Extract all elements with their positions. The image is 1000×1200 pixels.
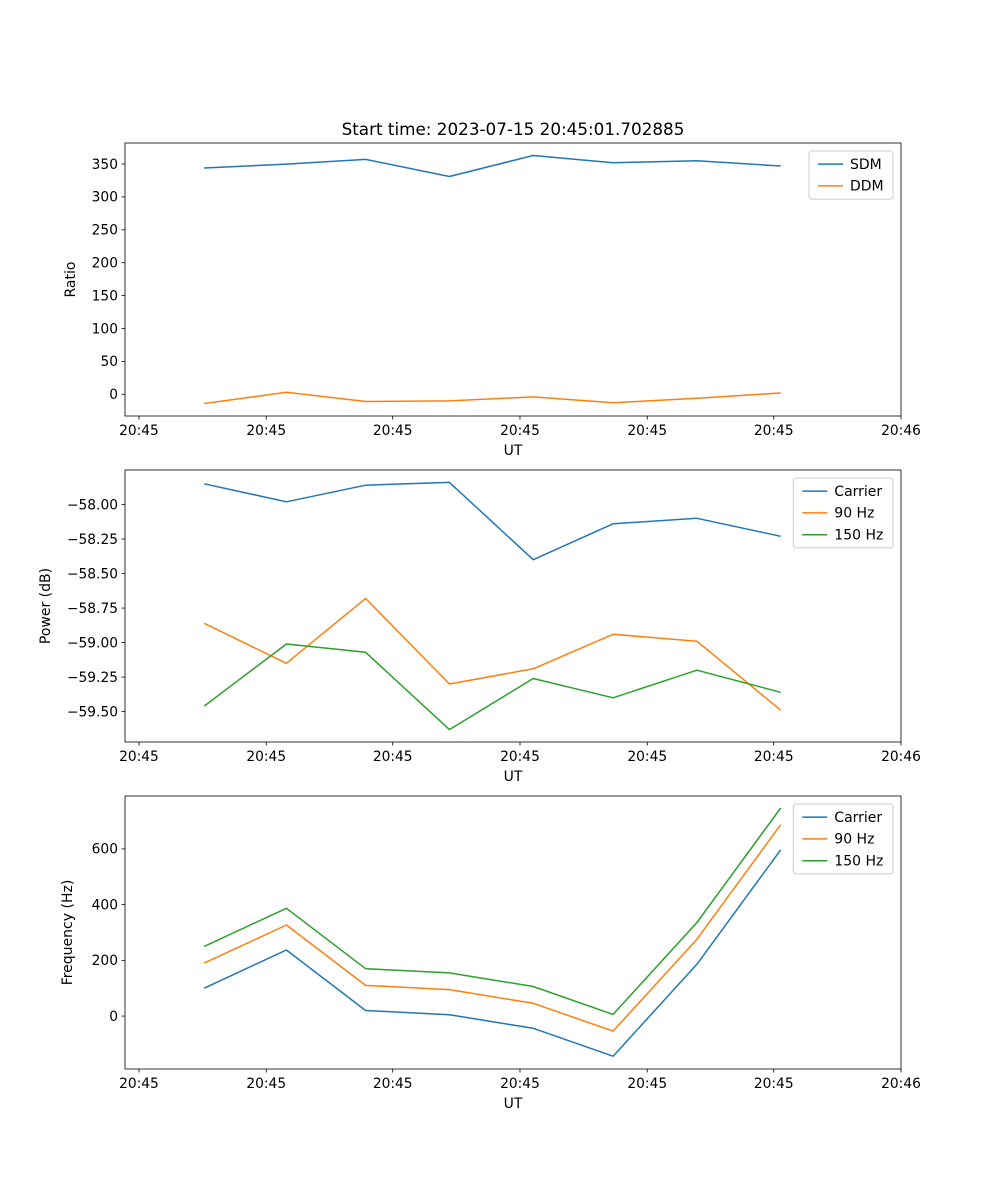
x-tick-label: 20:45 bbox=[627, 423, 667, 439]
legend-frame bbox=[792, 803, 894, 875]
x-axis-label: UT bbox=[504, 769, 523, 785]
x-tick-label: 20:45 bbox=[373, 423, 413, 439]
x-tick-label: 20:45 bbox=[373, 1076, 413, 1092]
x-tick-label: 20:45 bbox=[373, 749, 413, 765]
legend-label: 90 Hz bbox=[834, 832, 874, 848]
x-tick-label: 20:45 bbox=[119, 1076, 159, 1092]
legend-item-150-hz: 150 Hz bbox=[802, 854, 883, 870]
legend: Carrier 90 Hz 150 Hz bbox=[792, 803, 894, 875]
x-tick-label: 20:45 bbox=[754, 749, 794, 765]
y-tick-label: 200 bbox=[92, 256, 118, 272]
legend-label: DDM bbox=[850, 179, 884, 195]
legend-item-90-hz: 90 Hz bbox=[802, 832, 874, 848]
y-tick-label: −58.25 bbox=[67, 532, 118, 548]
y-tick-label: −58.50 bbox=[67, 566, 118, 582]
x-tick-label: 20:45 bbox=[500, 1076, 540, 1092]
y-axis-label: Ratio bbox=[63, 262, 79, 298]
y-tick-label: 200 bbox=[92, 953, 118, 969]
legend-item-150-hz: 150 Hz bbox=[802, 528, 883, 544]
subplot-ratio: 0 50 100 150 200 250 300 350 20:45 20:45 20:45 20:4… bbox=[63, 142, 921, 459]
legend-label: 90 Hz bbox=[834, 506, 874, 522]
legend-frame bbox=[792, 477, 894, 549]
legend-frame bbox=[808, 150, 894, 200]
series-line-sdm bbox=[204, 154, 781, 178]
legend-item-ddm: DDM bbox=[818, 179, 884, 195]
x-tick-label: 20:45 bbox=[119, 423, 159, 439]
y-tick-label: 100 bbox=[92, 321, 118, 337]
y-tick-label: −59.00 bbox=[67, 635, 118, 651]
x-tick-label: 20:45 bbox=[246, 423, 286, 439]
axes-frame bbox=[124, 469, 902, 743]
x-axis-label: UT bbox=[504, 1096, 523, 1112]
legend-label: 150 Hz bbox=[834, 528, 883, 544]
legend-label: 150 Hz bbox=[834, 854, 883, 870]
axes-frame bbox=[124, 142, 902, 417]
legend-label: SDM bbox=[850, 157, 882, 173]
y-tick-label: 50 bbox=[100, 354, 118, 370]
x-tick-label: 20:45 bbox=[500, 749, 540, 765]
legend-item-carrier: Carrier bbox=[802, 484, 882, 500]
x-tick-label: 20:45 bbox=[754, 423, 794, 439]
series-line-ddm bbox=[204, 391, 781, 405]
series-line-150-hz bbox=[203, 643, 781, 731]
y-tick-label: 0 bbox=[109, 387, 118, 403]
y-tick-label: 400 bbox=[92, 897, 118, 913]
x-tick-label: 20:45 bbox=[627, 749, 667, 765]
y-tick-label: 150 bbox=[92, 288, 118, 304]
x-tick-label: 20:45 bbox=[627, 1076, 667, 1092]
legend: Carrier 90 Hz 150 Hz bbox=[792, 477, 894, 549]
y-axis-label: Power (dB) bbox=[38, 568, 54, 644]
figure-title: Start time: 2023-07-15 20:45:01.702885 bbox=[341, 119, 685, 139]
x-tick-label: 20:46 bbox=[881, 749, 921, 765]
series-line-150-hz bbox=[203, 807, 782, 1016]
y-axis-label: Frequency (Hz) bbox=[60, 880, 76, 986]
y-tick-label: −59.25 bbox=[67, 670, 118, 686]
subplot-power-db: −59.50 −59.25 −59.00 −58.75 −58.50 −58.25 −58.… bbox=[38, 469, 921, 785]
x-tick-label: 20:46 bbox=[881, 1076, 921, 1092]
y-tick-label: −58.75 bbox=[67, 601, 118, 617]
y-tick-label: −59.50 bbox=[67, 704, 118, 720]
y-tick-label: 0 bbox=[109, 1009, 118, 1025]
y-tick-label: 250 bbox=[92, 223, 118, 239]
x-tick-label: 20:45 bbox=[754, 1076, 794, 1092]
legend-item-90-hz: 90 Hz bbox=[802, 506, 874, 522]
series-line-90-hz bbox=[203, 597, 782, 711]
legend: SDM DDM bbox=[808, 150, 894, 200]
subplot-frequency-hz: 0 200 400 600 20:45 20:45 20:45 20:45 20:45 20:45… bbox=[60, 795, 921, 1112]
series-line-carrier bbox=[204, 481, 781, 561]
y-tick-label: −58.00 bbox=[67, 497, 118, 513]
y-tick-label: 350 bbox=[92, 157, 118, 173]
x-tick-label: 20:46 bbox=[881, 423, 921, 439]
axes-frame bbox=[124, 795, 902, 1070]
series-line-carrier bbox=[203, 849, 782, 1057]
y-tick-label: 600 bbox=[92, 842, 118, 858]
x-tick-label: 20:45 bbox=[500, 423, 540, 439]
x-tick-label: 20:45 bbox=[246, 749, 286, 765]
legend-item-sdm: SDM bbox=[818, 157, 882, 173]
legend-item-carrier: Carrier bbox=[802, 810, 882, 826]
x-axis-label: UT bbox=[504, 443, 523, 459]
legend-label: Carrier bbox=[834, 484, 882, 500]
series-line-90-hz bbox=[203, 824, 782, 1032]
y-tick-label: 300 bbox=[92, 190, 118, 206]
x-tick-label: 20:45 bbox=[246, 1076, 286, 1092]
x-tick-label: 20:45 bbox=[119, 749, 159, 765]
legend-label: Carrier bbox=[834, 810, 882, 826]
